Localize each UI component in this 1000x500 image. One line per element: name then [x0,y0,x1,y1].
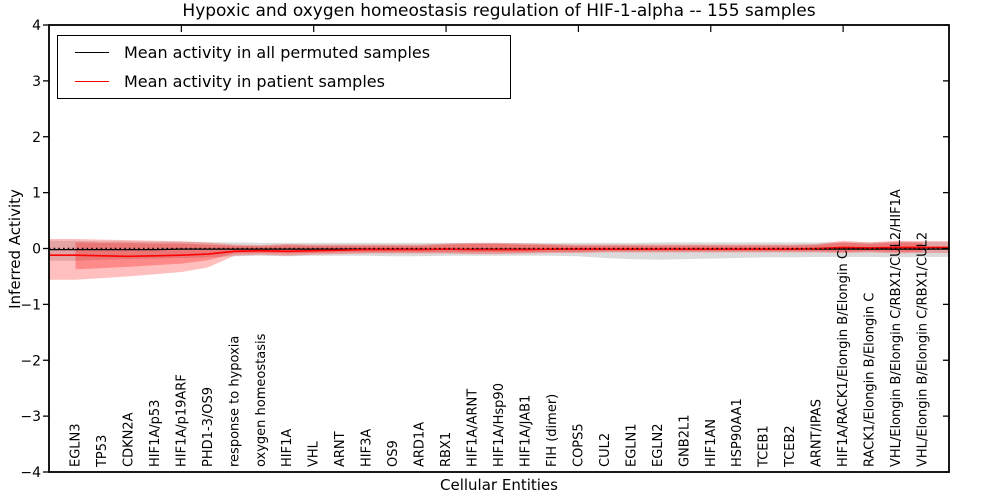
y-tick-label: −2 [20,353,41,369]
category-label: oxygen homeostasis [254,333,269,467]
patient-line-sample-icon [75,81,109,83]
y-tick-label: −4 [20,465,41,481]
category-label: CDKN2A [121,412,136,467]
category-label: TP53 [95,435,110,468]
category-label: TCEB1 [757,425,772,468]
category-label: EGLN2 [651,423,666,467]
category-label: RBX1 [439,432,454,467]
y-axis-label: Inferred Activity [6,189,24,309]
category-label: HIF1A/JAB1 [518,395,533,467]
category-label: HIF1AN [704,419,719,467]
y-tick-label: 0 [32,242,41,258]
category-label: EGLN1 [624,423,639,467]
y-tick-label: 2 [32,130,41,146]
category-label: CUL2 [598,433,613,467]
permuted-line-sample-icon [75,51,109,53]
patient-mean-line [49,246,949,258]
y-tick-label: 4 [32,18,41,34]
y-tick-label: −1 [20,297,41,313]
legend-entry-permuted: Mean activity in all permuted samples [58,39,510,65]
category-label: VHL/Elongin B/Elongin C/RBX1/CUL2/HIF1A [889,189,904,467]
category-label: VHL/Elongin B/Elongin C/RBX1/CUL2 [916,232,931,467]
category-label: HIF1A [280,429,295,467]
category-label: HSP90AA1 [730,398,745,467]
category-label: HIF1A/p19ARF [174,374,189,467]
category-label: EGLN3 [68,423,83,467]
y-tick-label: 1 [32,186,41,202]
category-label: ARNT [333,431,348,467]
legend-label-permuted: Mean activity in all permuted samples [124,42,431,62]
y-tick-label: 3 [32,74,41,90]
category-label: RACK1/Elongin B/Elongin C [863,293,878,467]
category-label: VHL [307,440,322,467]
plot-border [48,24,950,473]
x-axis-label: Cellular Entities [440,476,558,494]
category-label: PHD1-3/OS9 [201,387,216,467]
category-label: OS9 [386,440,401,467]
category-label: HIF1A/Hsp90 [492,383,507,467]
category-label: TCEB2 [783,425,798,468]
category-label: ARNT/IPAS [810,399,825,467]
permuted-samples-range-band [49,240,949,261]
category-label: HIF3A [360,429,375,467]
legend: Mean activity in all permuted samples Me… [57,35,511,99]
y-tick-label: −3 [20,409,41,425]
category-label: GNB2L1 [677,414,692,467]
category-label: HIF1A/p53 [148,400,163,467]
category-label: response to hypoxia [227,336,242,467]
legend-entry-patient: Mean activity in patient samples [58,69,510,95]
category-label: COPS5 [571,423,586,467]
category-label: HIF1A/RACK1/Elongin B/Elongin C [836,250,851,467]
category-label: FIH (dimer) [545,394,560,467]
category-label: ARD1A [413,422,428,467]
category-label: HIF1A/ARNT [466,389,481,467]
legend-label-patient: Mean activity in patient samples [124,72,385,92]
chart-title: Hypoxic and oxygen homeostasis regulatio… [182,1,816,21]
